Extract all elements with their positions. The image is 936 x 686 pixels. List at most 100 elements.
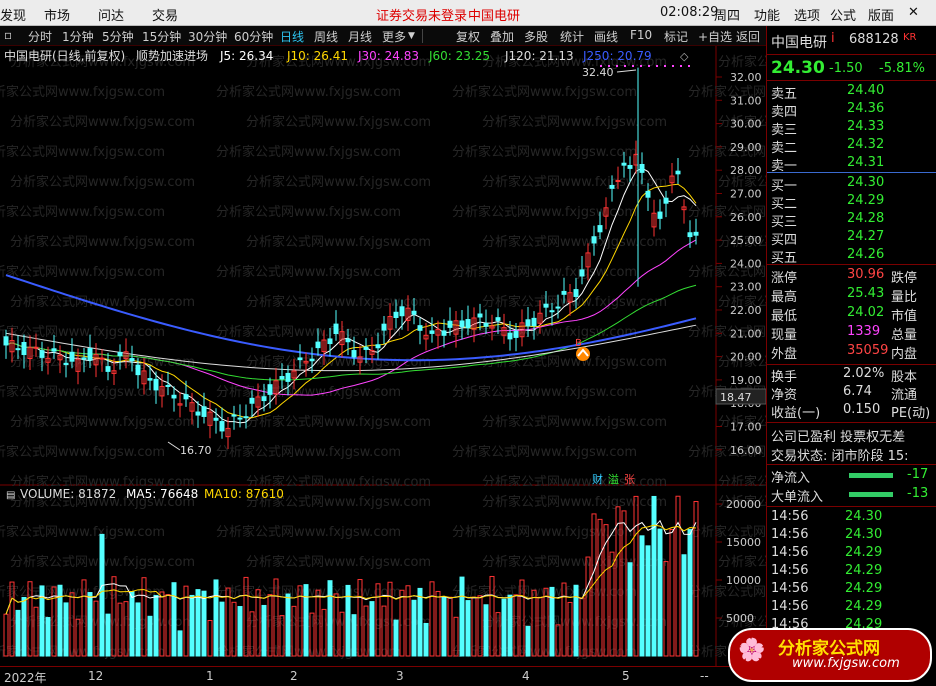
tab-more[interactable]: 更多	[382, 30, 407, 44]
watermark-text: 分析家公式网www.fxjgsw.com	[216, 144, 401, 160]
last-price: 24.30	[771, 58, 825, 78]
candle-body	[255, 396, 261, 408]
watermark-text: 分析家公式网www.fxjgsw.com	[246, 294, 431, 310]
menu-layout[interactable]: 版面	[868, 9, 895, 24]
bid-price: 24.29	[847, 193, 885, 208]
watermark-text: 分析家公式网www.fxjgsw.com	[246, 234, 431, 250]
menu-market[interactable]: 市场	[44, 9, 71, 24]
stats-button[interactable]: 统计	[560, 30, 585, 44]
candle-body	[129, 358, 135, 362]
tab-5min[interactable]: 5分钟	[102, 30, 134, 44]
candle-body	[573, 289, 579, 297]
volume-bar	[141, 577, 147, 657]
volume-bar	[285, 593, 291, 657]
watermark-text: 分析家公式网www.fxjgsw.com	[688, 524, 766, 540]
f10-button[interactable]: F10	[630, 28, 653, 42]
tab-15min[interactable]: 15分钟	[142, 30, 182, 44]
volume-tick-label: 5000	[726, 612, 754, 625]
candle-body	[447, 320, 453, 328]
volume-bar	[507, 594, 513, 657]
adjust-button[interactable]: 复权	[456, 30, 481, 44]
volume-bar	[633, 495, 639, 657]
multi-stock-button[interactable]: 多股	[524, 30, 549, 44]
volume-bar	[609, 551, 615, 657]
volume-bar	[309, 612, 315, 657]
watermark-text: 分析家公式网www.fxjgsw.com	[718, 234, 766, 250]
volume-bar	[321, 608, 327, 657]
volume-bar	[339, 611, 345, 657]
volume-bar	[345, 584, 351, 657]
tab-monthly[interactable]: 月线	[348, 30, 373, 44]
volume-bar	[423, 622, 429, 657]
chart-icon[interactable]: ▫	[4, 28, 13, 42]
back-button[interactable]: 返回	[736, 30, 761, 44]
bid-price: 24.30	[847, 175, 885, 190]
overlay-button[interactable]: 叠加	[490, 30, 515, 44]
volume-bar	[399, 589, 405, 657]
volume-bar	[219, 601, 225, 657]
login-alert[interactable]: 证券交易未登录	[376, 9, 468, 24]
tab-daily[interactable]: 日线	[280, 30, 305, 44]
badge-finance[interactable]: 财	[592, 472, 603, 486]
candle-body	[111, 370, 117, 374]
badge-overflow[interactable]: 溢	[608, 472, 619, 486]
diamond-icon[interactable]: ◇	[680, 50, 689, 63]
scroll-handle[interactable]: --	[700, 669, 709, 683]
menu-function[interactable]: 功能	[754, 9, 781, 24]
tab-weekly[interactable]: 周线	[314, 30, 339, 44]
watermark-text: 分析家公式网www.fxjgsw.com	[246, 414, 431, 430]
flow-bar	[849, 492, 893, 497]
ma-j250-label: J250: 20.79	[582, 49, 652, 63]
info-icon[interactable]: i	[831, 31, 835, 46]
price-tick-label: 22.00	[730, 304, 762, 317]
vol-ma5-label: MA5: 76648	[126, 487, 198, 501]
candle-body	[549, 310, 555, 313]
tab-60min[interactable]: 60分钟	[234, 30, 274, 44]
volume-bar	[525, 625, 531, 657]
candle-body	[141, 370, 147, 385]
draw-button[interactable]: 画线	[594, 30, 619, 44]
badge-rise[interactable]: 张	[624, 473, 635, 486]
candle-body	[507, 332, 513, 340]
more-dropdown-icon[interactable]: ▼	[408, 31, 415, 41]
menu-options[interactable]: 选项	[794, 9, 821, 24]
menu-discover[interactable]: 发现	[0, 9, 27, 24]
menu-ask[interactable]: 问达	[98, 9, 125, 24]
candle-body	[225, 427, 231, 438]
volume-bar	[159, 591, 165, 657]
stat-label: 最低	[771, 309, 798, 324]
volume-bar	[297, 585, 303, 657]
candle-body	[339, 331, 345, 346]
volume-bar	[417, 587, 423, 657]
candle-body	[615, 180, 621, 183]
volume-bar	[489, 575, 495, 657]
menu-trade[interactable]: 交易	[152, 9, 179, 24]
ask-price: 24.32	[847, 137, 885, 152]
volume-bar	[177, 630, 183, 657]
stat-label: 外盘	[771, 347, 798, 362]
bid-level-label: 买四	[771, 233, 798, 248]
stock-code: 688128	[849, 32, 899, 47]
candle-body	[333, 323, 339, 335]
candle-body	[195, 411, 201, 416]
candle-body	[555, 306, 561, 309]
candle-body	[69, 351, 75, 362]
mark-button[interactable]: 标记	[664, 30, 689, 44]
signal-up-icon	[576, 347, 590, 361]
watermark-text: 分析家公式网www.fxjgsw.com	[718, 54, 766, 70]
kline-chart[interactable]: 分析家公式网www.fxjgsw.com 分析家公式网www.fxjgsw.com…	[0, 46, 766, 486]
volume-bar	[393, 619, 399, 657]
add-watchlist-button[interactable]: +自选	[698, 30, 733, 44]
tab-1min[interactable]: 1分钟	[62, 30, 94, 44]
tab-intraday[interactable]: 分时	[28, 30, 53, 44]
candle-body	[591, 236, 597, 244]
tab-30min[interactable]: 30分钟	[188, 30, 228, 44]
stat-right-label: 总量	[891, 328, 918, 343]
candle-body	[585, 252, 591, 268]
volume-chart[interactable]: 分析家公式网www.fxjgsw.com 分析家公式网www.fxjgsw.com…	[0, 486, 766, 666]
candle-body	[501, 327, 507, 336]
volume-bar	[477, 595, 483, 657]
candle-body	[675, 170, 681, 175]
close-icon[interactable]: ✕	[908, 5, 919, 20]
menu-formula[interactable]: 公式	[830, 9, 857, 24]
